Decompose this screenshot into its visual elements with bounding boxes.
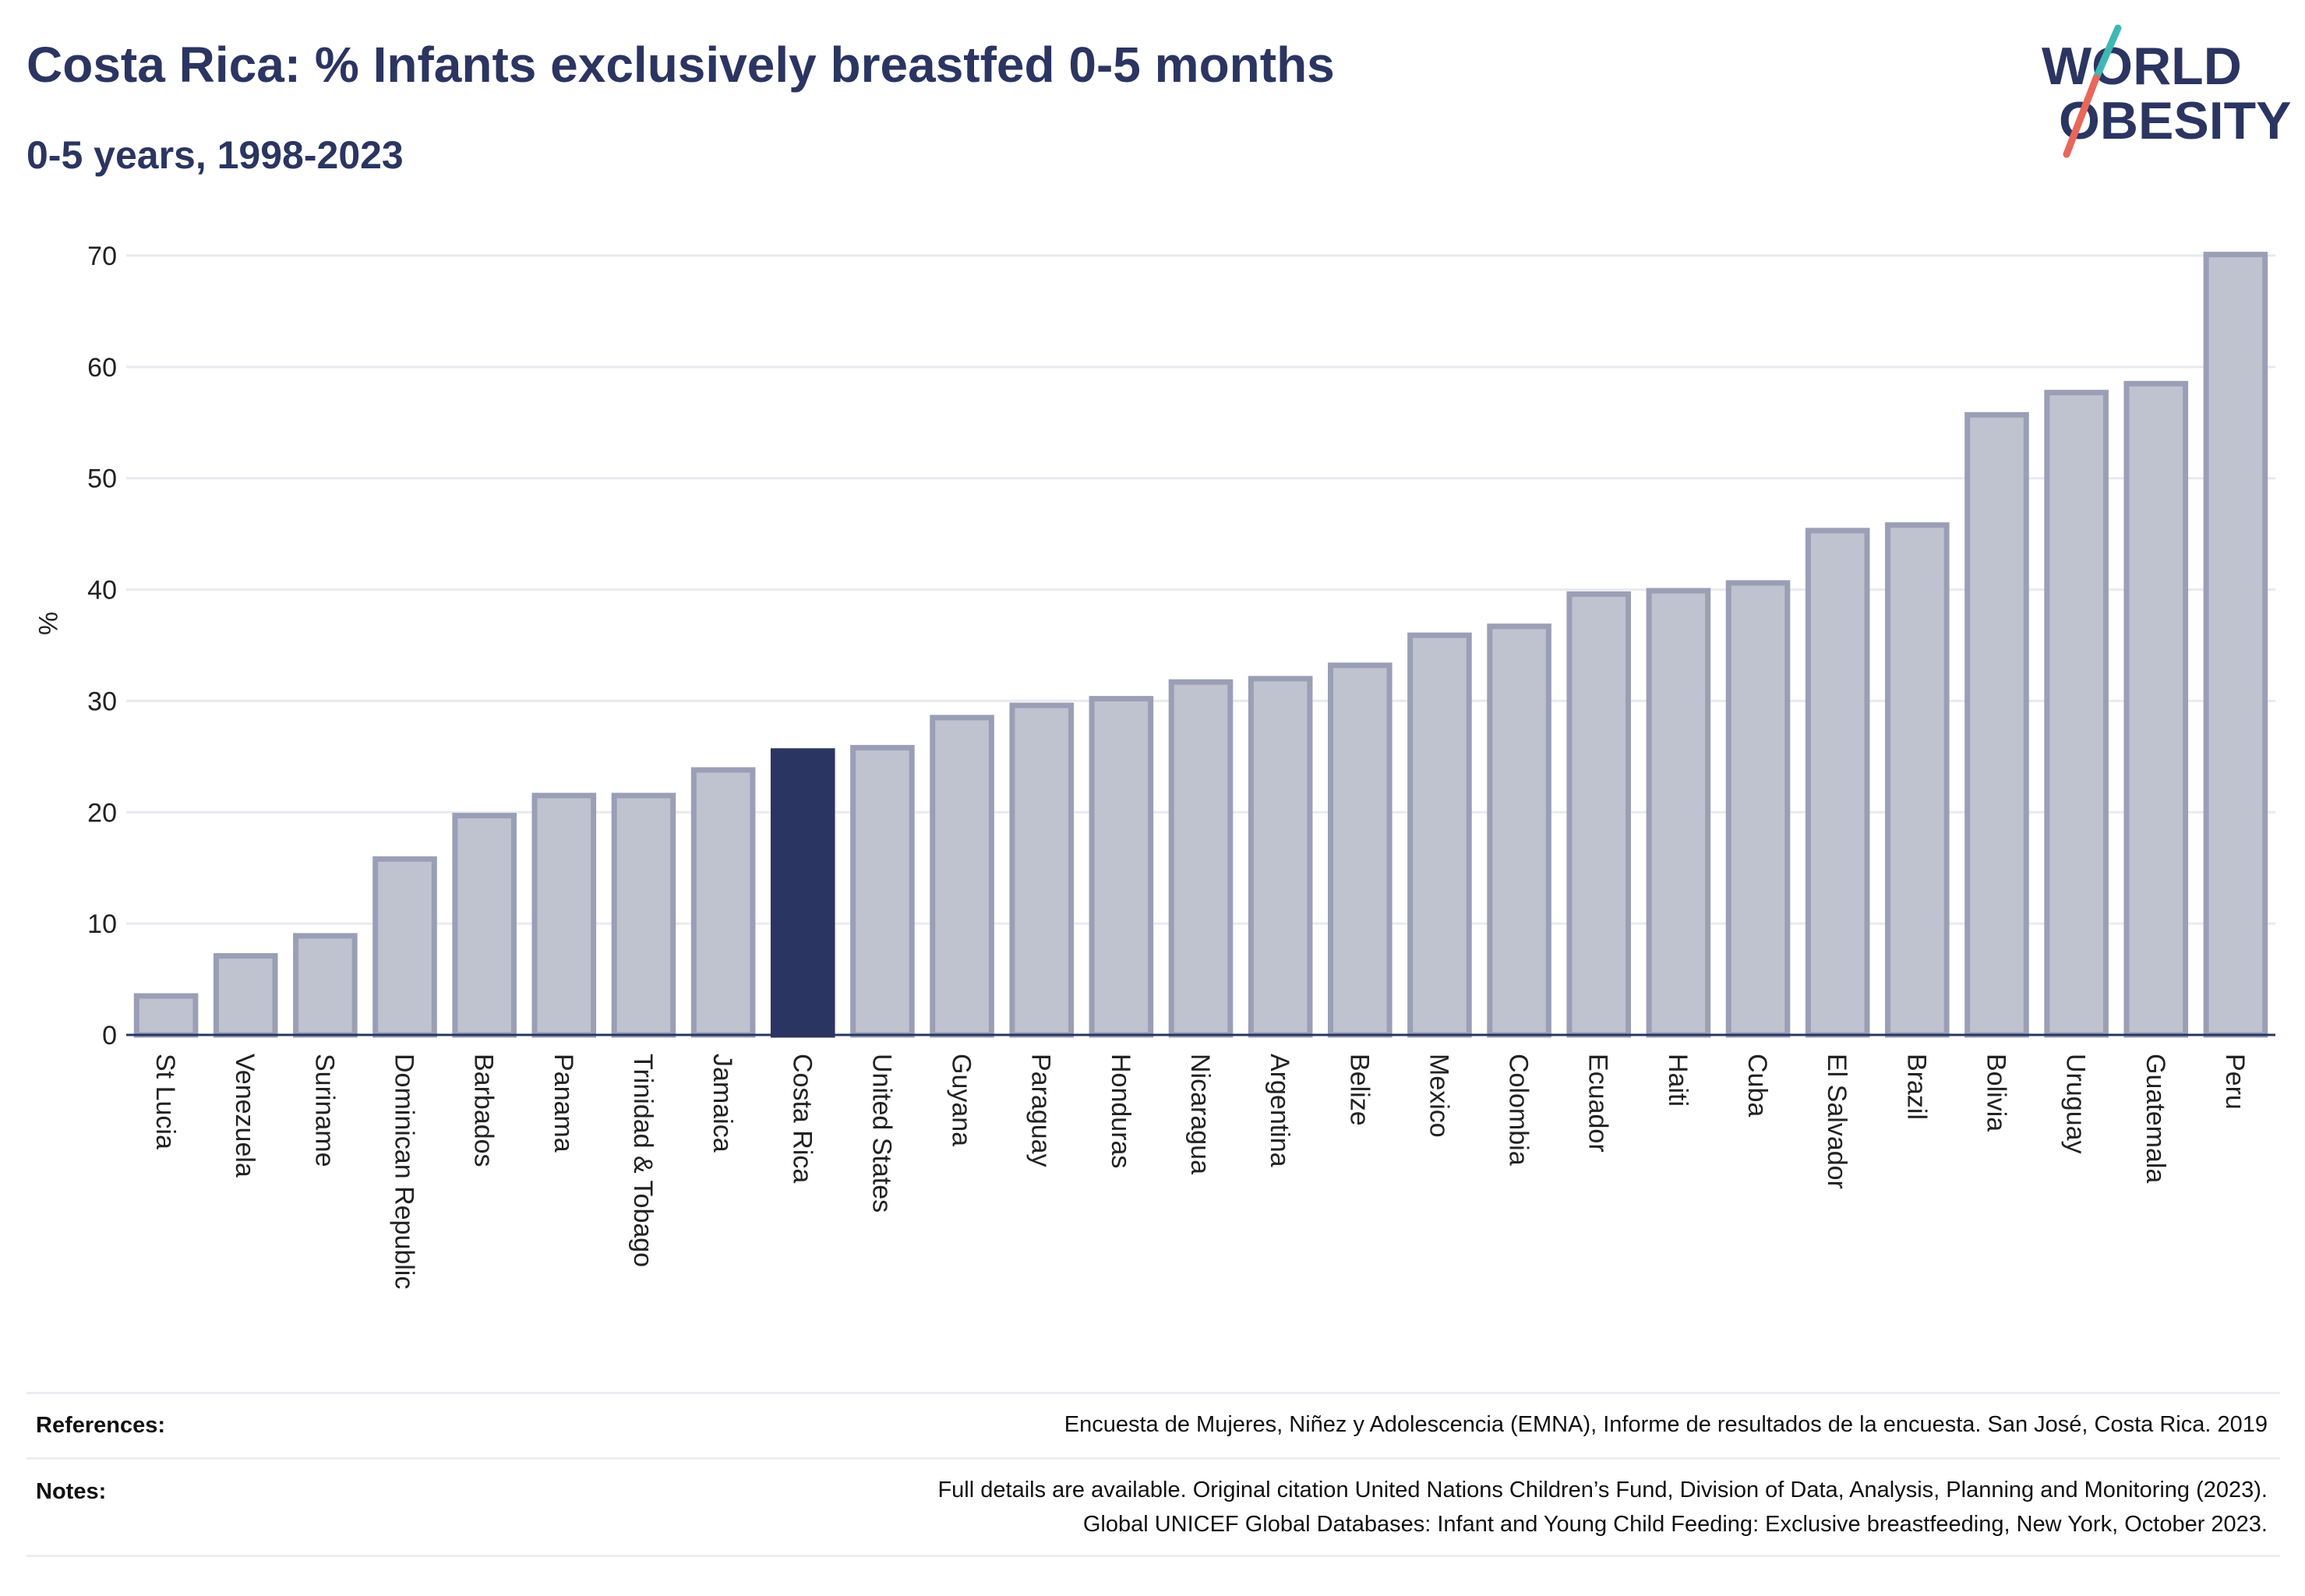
bar-panama (531, 793, 597, 1038)
x-tick-label: Uruguay (2061, 1054, 2091, 1154)
bar-uruguay (2044, 390, 2109, 1038)
chart-subtitle: 0-5 years, 1998-2023 (26, 133, 404, 177)
x-tick-label: Barbados (469, 1054, 499, 1167)
y-tick-label: 50 (87, 464, 117, 494)
y-tick-label: 20 (87, 798, 117, 828)
logo-slash-top (2092, 24, 2122, 82)
references-label: References: (36, 1413, 166, 1438)
bar-guyana (930, 715, 994, 1038)
bar-layer (133, 252, 2268, 1038)
logo-slash-bottom (2063, 74, 2100, 158)
x-tick-label: Peru (2220, 1054, 2250, 1110)
x-tick-label: Paraguay (1026, 1054, 1056, 1167)
x-tick-label: Dominican Republic (390, 1054, 419, 1289)
bar-argentina (1248, 676, 1313, 1038)
x-tick-label: Belize (1344, 1054, 1374, 1126)
bar-barbados (452, 813, 517, 1038)
x-tick-label: Venezuela (230, 1054, 259, 1178)
x-tick-label: Mexico (1424, 1054, 1453, 1138)
x-tick-label: Bolivia (1981, 1054, 2010, 1132)
chart-title: Costa Rica: % Infants exclusively breast… (26, 37, 1335, 93)
bar-haiti (1646, 588, 1711, 1038)
bar-cuba (1725, 580, 1791, 1038)
y-tick-label: 30 (87, 687, 117, 716)
y-tick-label: 40 (87, 576, 117, 606)
x-tick-label: Cuba (1742, 1054, 1772, 1117)
references-text: Encuesta de Mujeres, Niñez y Adolescenci… (1064, 1412, 2268, 1437)
logo-line1: WORLD (2042, 37, 2242, 96)
x-tick-label: Jamaica (708, 1054, 737, 1153)
bar-belize (1328, 662, 1393, 1038)
x-tick-label: Colombia (1504, 1054, 1534, 1166)
x-tick-label: United States (867, 1054, 896, 1213)
bar-guatemala (2123, 380, 2189, 1038)
logo-line2: OBESITY (2059, 91, 2291, 150)
x-tick-label: Costa Rica (787, 1054, 817, 1183)
bar-el-salvador (1805, 528, 1870, 1038)
x-tick-label: Brazil (1901, 1054, 1931, 1120)
notes-text: Full details are available. Original cit… (937, 1473, 2268, 1541)
x-tick-label: St Lucia (150, 1054, 180, 1149)
bar-bolivia (1964, 411, 2029, 1038)
x-tick-label: Suriname (309, 1054, 339, 1167)
y-tick-label: 70 (87, 242, 117, 271)
axis-layer: 0 10 20 30 40 50 60 70 St Lucia Venezuela Suriname… (87, 242, 2275, 1289)
bar-brazil (1885, 522, 1950, 1038)
bar-venezuela (213, 953, 278, 1038)
x-tick-label: Honduras (1106, 1054, 1135, 1168)
x-tick-label: Guatemala (2141, 1054, 2170, 1183)
x-tick-label: Haiti (1663, 1054, 1693, 1107)
footer-divider-middle (26, 1457, 2280, 1460)
world-obesity-logo: WORLD OBESITY (2042, 24, 2291, 158)
x-tick-label: El Salvador (1822, 1054, 1851, 1189)
x-tick-label: Ecuador (1583, 1054, 1613, 1153)
x-tick-label: Guyana (947, 1054, 976, 1146)
bar-nicaragua (1168, 679, 1234, 1038)
bar-jamaica (690, 767, 756, 1038)
bar-dominican-republic (372, 856, 437, 1038)
footer-divider-bottom (26, 1555, 2280, 1557)
bar-costa-rica (770, 748, 835, 1038)
x-tick-label: Argentina (1265, 1054, 1294, 1167)
notes-line-1: Full details are available. Original cit… (937, 1478, 2268, 1502)
y-tick-label: 60 (87, 353, 117, 383)
bar-peru (2203, 252, 2268, 1038)
x-tick-label: Nicaragua (1185, 1054, 1215, 1174)
bar-honduras (1089, 696, 1154, 1038)
y-tick-label: 10 (87, 909, 117, 939)
x-tick-label: Panama (549, 1054, 578, 1153)
notes-line-2: Global UNICEF Global Databases: Infant a… (1082, 1512, 2268, 1537)
footer-divider-top (26, 1392, 2280, 1394)
bar-ecuador (1566, 591, 1632, 1038)
bar-suriname (293, 933, 358, 1038)
bar-united-states (850, 744, 915, 1038)
notes-label: Notes: (36, 1479, 107, 1504)
bar-paraguay (1009, 702, 1074, 1038)
bar-colombia (1487, 623, 1551, 1038)
bar-chart: 0 10 20 30 40 50 60 70 St Lucia Venezuela Suriname… (33, 242, 2275, 1289)
x-tick-label: Trinidad & Tobago (628, 1054, 658, 1267)
y-tick-label: 0 (102, 1021, 117, 1050)
bar-trinidad-tobago (611, 793, 676, 1038)
y-axis-title: % (33, 612, 62, 635)
bar-st-lucia (133, 993, 199, 1038)
bar-mexico (1407, 632, 1472, 1038)
